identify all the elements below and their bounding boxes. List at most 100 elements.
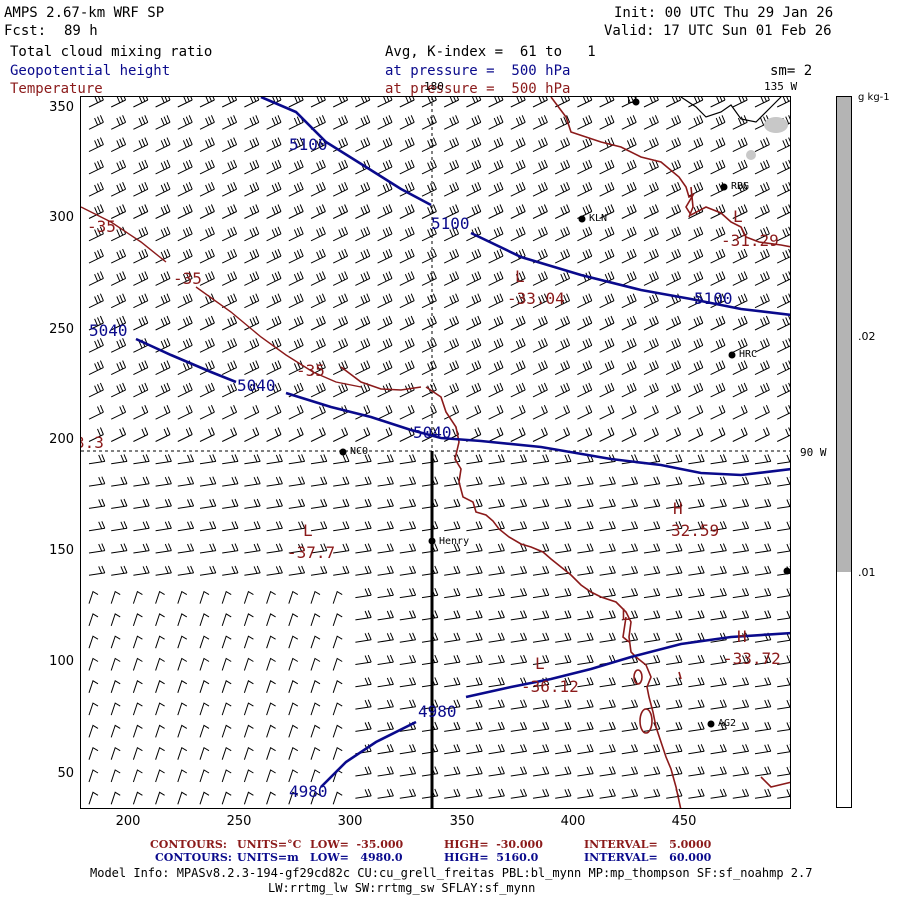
wind-barb [111, 543, 128, 554]
wind-barb [88, 521, 106, 532]
wind-barb [88, 248, 104, 264]
wind-barb [776, 248, 790, 264]
wind-barb [554, 97, 571, 108]
height-pressure: at pressure = 500 hPa [385, 63, 571, 79]
wind-barb [155, 338, 171, 353]
wind-barb [310, 498, 328, 509]
wind-barb [266, 498, 283, 509]
wind-barb [621, 565, 639, 576]
wind-barb [377, 610, 394, 621]
wind-barb [732, 677, 750, 688]
wind-barb [532, 699, 550, 710]
wind-barb [399, 293, 415, 309]
wind-barb [532, 476, 550, 487]
wind-barb [310, 159, 326, 175]
wind-barb [776, 315, 790, 331]
wind-barb [777, 699, 790, 710]
wind-barb [555, 632, 572, 643]
wind-barb [599, 159, 615, 175]
wind-barb [288, 338, 304, 353]
wind-barb [776, 204, 790, 219]
wind-barb [266, 791, 276, 805]
wind-barb [732, 565, 750, 576]
wind-barb [110, 315, 127, 331]
wind-barb [288, 657, 299, 671]
wind-barb [310, 427, 326, 442]
wind-barb [621, 744, 639, 755]
wind-barb [133, 498, 150, 509]
y-tick-100: 100 [49, 654, 74, 669]
wind-barb [643, 543, 661, 554]
wind-barb [421, 744, 439, 755]
wind-barb [510, 476, 528, 487]
wind-barb [399, 744, 417, 755]
wind-barb [466, 271, 482, 286]
wind-barb [88, 159, 104, 175]
wind-barb [88, 657, 99, 671]
forecast-hours: 89 h [64, 23, 98, 39]
wind-barb [777, 744, 790, 755]
wind-barb [155, 769, 165, 783]
wind-barb [732, 338, 748, 353]
wind-barb [443, 159, 460, 175]
wind-barb [510, 744, 528, 755]
wind-barb [754, 766, 772, 777]
temp-label-33-72: -33.72 [723, 649, 781, 668]
wind-barb [577, 338, 593, 353]
wind-barb [666, 721, 683, 732]
wind-barb [443, 248, 460, 264]
wind-barb [466, 654, 483, 665]
wind-barb [444, 699, 461, 710]
wind-barb [466, 632, 483, 643]
wind-barb [621, 271, 637, 286]
wind-barb [377, 721, 394, 732]
wind-barb [754, 248, 770, 264]
wind-barbs [88, 97, 790, 805]
wind-barb [377, 97, 393, 108]
wind-barb [665, 338, 682, 353]
wind-barb [666, 454, 683, 465]
wind-barb [776, 338, 790, 353]
wind-barb [421, 182, 437, 197]
wind-barb [288, 590, 299, 604]
wind-barb [688, 382, 704, 398]
wind-barb [399, 338, 415, 353]
wind-barb [244, 382, 260, 398]
wind-barb [666, 788, 683, 799]
wind-barb [488, 498, 505, 509]
map-plot: 5100 5100 5100 5040 5040 5040 4980 4980 … [80, 96, 791, 809]
wind-barb [665, 315, 682, 331]
wind-barb [488, 427, 504, 442]
wind-barb [665, 159, 682, 175]
wind-barb [599, 293, 615, 309]
wind-barb [732, 721, 750, 732]
wind-barb [266, 746, 276, 760]
wind-barb [488, 521, 505, 532]
wind-barb [754, 315, 770, 331]
wind-barb [355, 137, 371, 153]
wind-barb [777, 499, 790, 509]
wind-barb [710, 226, 726, 242]
wind-barb [244, 405, 260, 420]
wind-barb [355, 788, 372, 799]
wind-barb [133, 159, 149, 175]
wind-barb [621, 204, 637, 219]
wind-barb [199, 159, 215, 175]
wind-barb [177, 97, 193, 108]
wind-barb [710, 610, 727, 621]
wind-barb [532, 137, 548, 153]
wind-barb [688, 293, 704, 309]
wind-barb [710, 137, 726, 153]
wind-barb [88, 115, 104, 130]
wind-barb [177, 565, 195, 576]
wind-barb [510, 427, 526, 442]
wind-barb [488, 97, 504, 108]
wind-barb [643, 744, 661, 755]
wind-barb [443, 182, 460, 197]
wind-barb [155, 159, 171, 175]
wind-barb [510, 315, 526, 331]
wind-barb [555, 677, 572, 688]
wind-barb [754, 476, 772, 487]
wind-barb [599, 677, 616, 688]
wind-barb [310, 791, 321, 805]
